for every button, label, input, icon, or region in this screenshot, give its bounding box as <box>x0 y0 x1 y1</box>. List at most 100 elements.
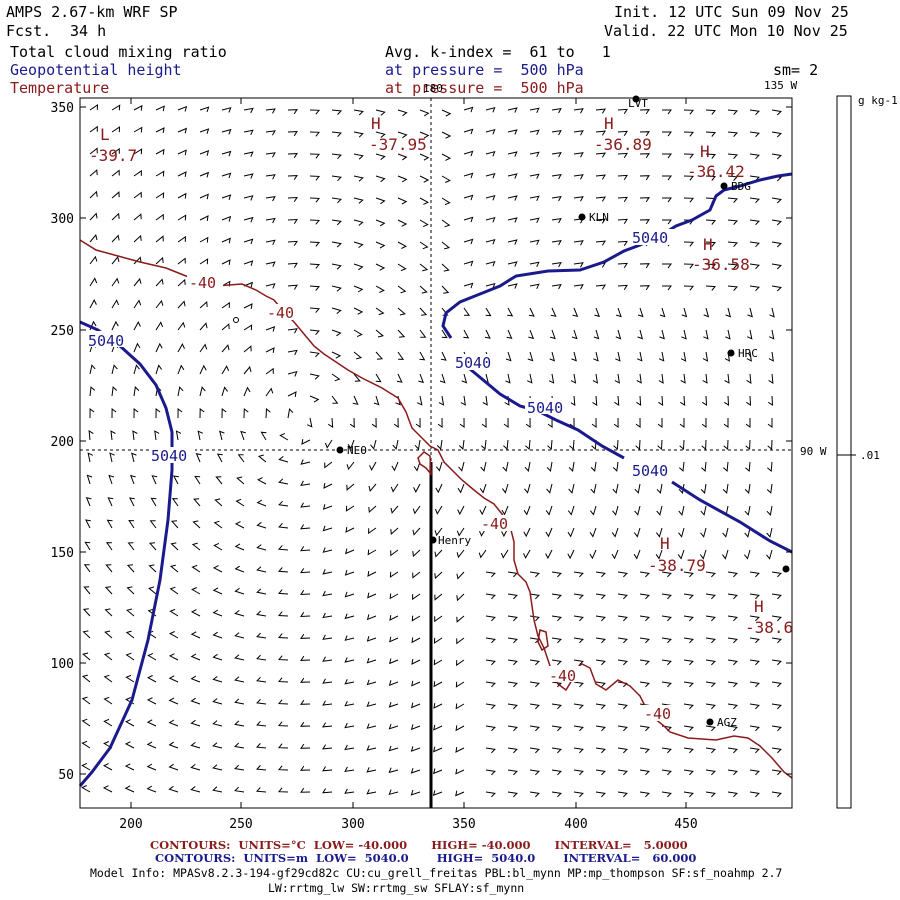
wind-barb <box>265 195 276 202</box>
wind-barb <box>353 175 364 182</box>
wind-barb <box>287 262 298 268</box>
wind-barb <box>699 549 707 560</box>
wind-barb <box>683 725 694 732</box>
wind-barb <box>190 719 201 727</box>
wind-barb <box>683 153 694 159</box>
wind-barb <box>265 130 276 136</box>
wind-barb <box>478 549 487 559</box>
wind-barb <box>212 764 223 771</box>
wind-barb <box>155 256 164 265</box>
wind-barb <box>485 659 496 666</box>
wind-barb <box>662 285 672 291</box>
wind-barb <box>265 283 276 289</box>
wind-barb <box>287 196 298 202</box>
wind-barb <box>366 767 377 773</box>
wind-barb <box>344 635 355 641</box>
wind-barb <box>287 370 298 377</box>
wind-barb <box>529 261 540 268</box>
wind-barb <box>485 172 496 179</box>
wind-barb <box>455 790 465 797</box>
wind-barb <box>347 439 355 450</box>
wind-barb <box>503 439 509 451</box>
wind-barb <box>661 769 672 776</box>
wind-barb <box>595 174 606 180</box>
wind-barb <box>278 500 289 507</box>
wind-barb <box>346 483 355 491</box>
height-label-center: 5040 <box>455 354 491 372</box>
wind-barb <box>611 527 619 538</box>
x-tick-400: 400 <box>564 817 587 832</box>
wind-barb <box>573 130 584 136</box>
wind-barb <box>636 351 643 362</box>
wind-barb <box>749 263 760 270</box>
wind-barb <box>727 153 739 159</box>
wind-barb <box>702 373 708 384</box>
wind-barb <box>106 519 113 529</box>
wind-barb <box>243 129 254 136</box>
wind-barb <box>331 329 342 337</box>
wind-barb <box>177 171 187 177</box>
wind-barb <box>397 329 406 338</box>
wind-barb <box>212 720 223 727</box>
wind-barb <box>463 216 474 223</box>
wind-barb <box>749 571 760 578</box>
wind-barb <box>300 612 311 618</box>
wind-barb <box>104 630 113 639</box>
wind-barb <box>568 483 575 494</box>
wind-barb <box>433 637 443 644</box>
wind-barb <box>375 351 384 360</box>
wind-barb <box>243 408 249 419</box>
wind-barb <box>595 218 606 224</box>
y-tick-250: 250 <box>51 324 74 339</box>
wind-barb <box>331 131 342 138</box>
wind-barb <box>749 109 760 116</box>
wind-barb <box>658 351 665 362</box>
wind-barb <box>505 351 512 362</box>
wind-barb <box>287 391 297 397</box>
wind-barb <box>507 307 514 317</box>
wind-barb <box>87 452 94 463</box>
wind-barb <box>551 747 562 754</box>
high-value-5: -38.79 <box>648 556 706 575</box>
wind-barb <box>287 240 298 246</box>
wind-barb <box>388 658 399 665</box>
wind-barb <box>414 439 421 450</box>
wind-barb <box>300 765 311 771</box>
wind-barb <box>567 527 575 538</box>
wind-barb <box>300 502 311 508</box>
wind-barb <box>375 307 385 316</box>
wind-barb <box>766 483 773 494</box>
wind-barb <box>255 787 267 793</box>
wind-barb <box>705 593 716 600</box>
wind-barb <box>366 789 377 795</box>
wind-barb <box>529 747 540 754</box>
wind-barb <box>727 593 738 600</box>
wind-barb <box>705 659 716 666</box>
wind-barb <box>344 788 355 794</box>
wind-barb <box>353 109 364 116</box>
wind-barb <box>168 631 179 639</box>
wind-barb <box>479 505 487 516</box>
wind-barb <box>265 152 276 158</box>
wind-barb <box>456 527 465 537</box>
wind-barb <box>589 527 597 538</box>
wind-barb <box>551 791 562 798</box>
wind-barb <box>771 263 782 270</box>
wind-barb <box>456 593 465 602</box>
wind-barb <box>388 789 399 796</box>
y-tick-100: 100 <box>51 657 74 672</box>
wind-barb <box>680 373 686 384</box>
wind-barb <box>155 192 165 199</box>
wind-barb <box>234 654 245 661</box>
wind-barb <box>353 131 364 138</box>
wind-barb <box>639 263 650 269</box>
wind-barb <box>309 175 321 181</box>
station-hrc: HRC <box>738 347 758 360</box>
wind-barb <box>547 417 553 428</box>
wind-barb <box>506 329 513 340</box>
wind-barb <box>191 564 201 573</box>
wind-barb <box>89 298 97 309</box>
wind-barb <box>546 461 553 472</box>
high-letter-3: H <box>700 142 710 161</box>
wind-barb <box>485 571 496 578</box>
